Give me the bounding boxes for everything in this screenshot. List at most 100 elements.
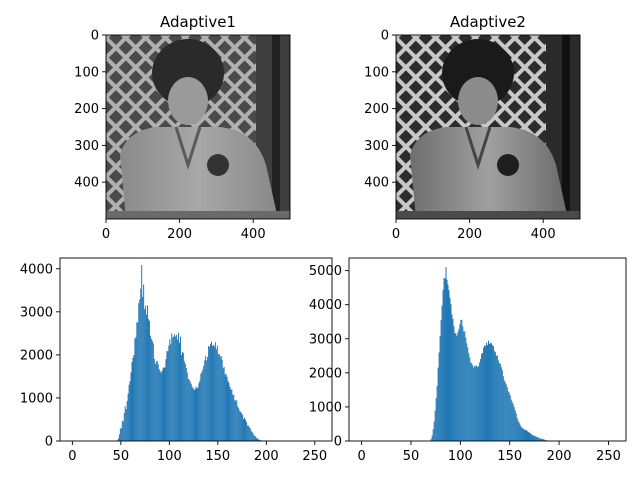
histogram-bar — [469, 357, 471, 441]
histogram-bar — [123, 413, 125, 441]
x-tick-label: 0 — [392, 227, 400, 242]
histogram-bar — [449, 297, 451, 441]
histogram-bar — [474, 365, 476, 441]
histogram-bar — [485, 346, 487, 441]
y-tick-label: 200 — [74, 102, 99, 117]
histogram-bar — [233, 394, 235, 441]
histogram-bar — [212, 345, 213, 441]
histogram-bar — [479, 362, 481, 441]
y-tick-label: 5000 — [309, 264, 342, 279]
histogram-bar — [178, 332, 180, 441]
histogram-bar — [154, 363, 156, 441]
histogram-bar — [253, 435, 255, 441]
histogram-bar — [181, 351, 183, 441]
histogram-bar — [180, 354, 182, 441]
histogram-bar — [500, 367, 502, 441]
histogram-bar — [175, 336, 177, 441]
histogram-bar — [220, 355, 222, 441]
histogram-bar — [492, 346, 494, 441]
histogram-bar — [158, 369, 160, 441]
histogram-bar — [128, 384, 130, 441]
histogram-bar — [208, 346, 210, 441]
histogram-bar — [524, 429, 526, 441]
histogram-bar — [209, 346, 211, 441]
histogram-bar — [435, 398, 437, 441]
histogram-bar — [210, 343, 212, 441]
histogram-bar — [470, 362, 472, 441]
histogram-bar — [217, 354, 219, 441]
histogram-bar — [214, 342, 216, 441]
histogram-bar — [166, 350, 168, 441]
histogram-bar — [493, 350, 495, 441]
y-tick-label: 100 — [74, 65, 99, 80]
histogram-bar — [182, 352, 184, 441]
histogram-bar — [499, 363, 501, 441]
histogram-bar — [160, 372, 162, 441]
histogram-bar — [171, 333, 173, 441]
histogram-bar — [205, 355, 207, 441]
histogram-bar — [224, 374, 226, 441]
histogram-bar — [252, 433, 254, 441]
histogram-bar — [201, 372, 203, 441]
histogram-bar — [504, 382, 506, 441]
histogram-bar — [442, 289, 444, 441]
histogram-bar — [126, 400, 128, 441]
x-tick-label: 0 — [357, 449, 365, 464]
histogram-bar — [257, 438, 259, 441]
histogram-bar — [235, 400, 237, 441]
histogram-bar — [497, 360, 499, 441]
x-tick-label: 150 — [497, 449, 522, 464]
histogram-bar — [157, 364, 159, 441]
histogram-bar — [441, 305, 443, 441]
histogram-bar — [533, 435, 535, 441]
histogram-bar — [530, 433, 532, 441]
histogram-bar — [515, 413, 517, 441]
histogram-bar — [496, 355, 498, 441]
histogram-bar — [187, 378, 189, 441]
histogram-bar — [529, 432, 531, 441]
histogram-bar — [522, 428, 524, 441]
histogram-bar — [204, 360, 206, 441]
histogram-bar — [148, 319, 149, 441]
histogram-bar — [455, 333, 457, 441]
histogram-bar — [535, 436, 537, 441]
histogram-bar — [180, 336, 181, 441]
histogram-bar — [141, 265, 143, 441]
y-tick-label: 4000 — [20, 262, 53, 277]
histogram-bar — [446, 279, 448, 441]
histogram-bar — [473, 367, 475, 441]
histogram-bar — [146, 314, 148, 441]
x-tick-label: 250 — [596, 449, 621, 464]
x-tick-label: 0 — [102, 227, 110, 242]
histogram-bar — [177, 339, 179, 441]
plot-frame — [59, 257, 333, 442]
histogram-bar — [249, 428, 251, 441]
histogram-bar — [509, 395, 511, 441]
histogram-bar — [434, 410, 436, 441]
histogram-bar — [463, 331, 465, 441]
histogram-bar — [472, 365, 474, 441]
histogram-bar — [215, 349, 217, 441]
histogram-bar — [508, 392, 510, 441]
image-panel-2 — [396, 35, 580, 219]
histogram-bar — [481, 353, 483, 441]
histogram-bar — [517, 420, 519, 441]
x-tick-label: 400 — [531, 227, 556, 242]
histogram-bar — [244, 419, 246, 441]
histogram-bar — [151, 340, 153, 441]
histogram-bar — [118, 434, 120, 441]
histogram-bar — [239, 410, 241, 441]
x-tick-label: 200 — [167, 227, 192, 242]
histogram-bar — [537, 437, 539, 441]
y-tick-label: 400 — [74, 176, 99, 191]
histogram-bar — [155, 361, 157, 441]
histogram-bar — [491, 345, 493, 441]
histogram-bar — [451, 314, 453, 441]
histogram-bar — [468, 352, 470, 441]
photo-image-1 — [106, 35, 290, 219]
histogram-bar — [184, 363, 186, 441]
histogram-bar — [498, 363, 500, 441]
histogram-bar — [139, 299, 141, 441]
x-tick-label: 0 — [68, 449, 76, 464]
